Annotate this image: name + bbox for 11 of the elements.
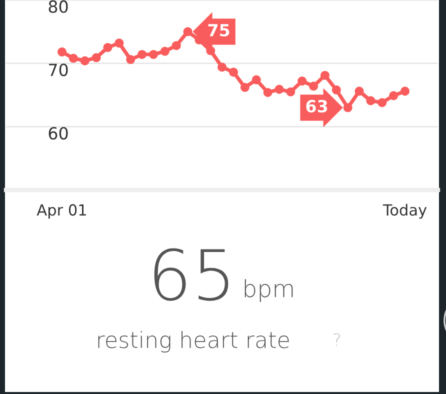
data-label: 63 <box>306 100 328 113</box>
y-tick-label: 60 <box>48 126 68 140</box>
data-label: 75 <box>208 24 230 37</box>
text: resting heart rate <box>98 331 289 353</box>
x-tick-label: Apr 01 <box>36 204 86 219</box>
y-tick-label: 80 <box>48 0 68 13</box>
text: ? <box>334 333 340 346</box>
text: bpm <box>244 279 293 302</box>
x-tick-label: Today <box>382 204 427 219</box>
y-tick-label: 70 <box>49 64 68 76</box>
text: 65 <box>154 248 228 301</box>
